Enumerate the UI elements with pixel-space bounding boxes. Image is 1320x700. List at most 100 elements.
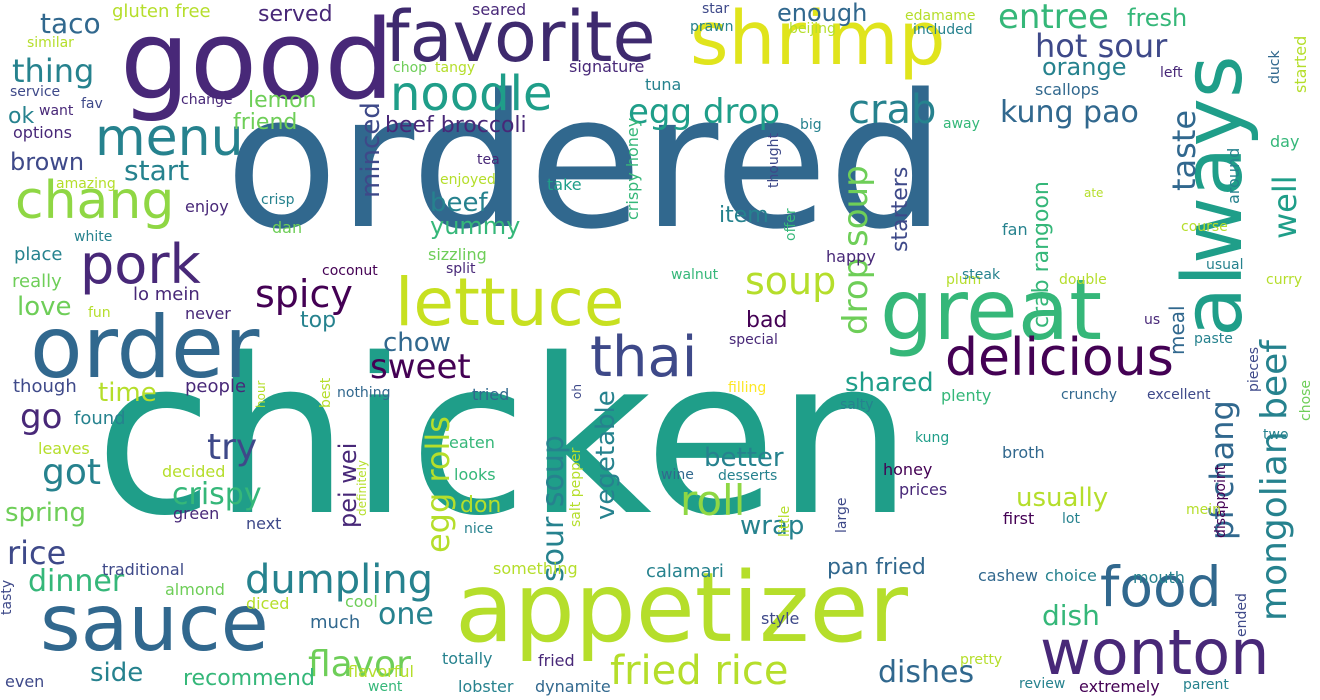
word-taste: taste [1165,109,1203,191]
word-lemon: lemon [248,88,317,113]
word-change: change [181,92,233,108]
word-lobster: lobster [458,677,514,696]
word-crunchy: crunchy [1061,387,1118,403]
word-nothing: nothing [337,385,391,401]
word-don: don [460,493,502,518]
word-honey: honey [883,460,933,479]
word-shared: shared [845,368,934,398]
word-sizzling: sizzling [428,245,487,264]
word-spicy: spicy [255,272,353,316]
word-much: much [310,612,361,633]
word-walnut: walnut [671,267,719,283]
word-dan: dan [272,218,303,237]
word-egg-drop: egg drop [628,92,781,132]
word-fried: fried [538,651,575,670]
word-cashew: cashew [978,566,1039,585]
word-entree: entree [998,0,1109,37]
word-served: served [258,2,333,27]
word-double: double [1059,272,1107,288]
word-time: time [98,378,157,408]
word-something: something [493,559,578,578]
word-item: item [719,203,769,228]
word-star: star [702,1,730,17]
word-desserts: desserts [718,468,778,484]
word-definitely: definitely [355,459,369,516]
word-though: though [13,376,77,397]
word-salt-pepper: salt pepper [568,447,584,527]
word-sweet: sweet [370,347,471,387]
word-eaten: eaten [449,433,495,452]
word-want: want [39,103,74,119]
word-place: place [14,244,63,265]
word-order: order [30,298,260,398]
word-crispy-honey: crispy honey [623,117,642,220]
word-little: little [777,505,793,537]
word-crab-rangoon: crab rangoon [1029,181,1054,328]
word-best: best [318,377,334,408]
word-fried-rice: fried rice [610,648,789,694]
word-favorite: favorite [385,0,656,78]
word-tangy: tangy [435,60,476,76]
word-next: next [246,514,282,533]
word-filling: filling [728,380,767,396]
word-crab: crab [848,87,937,133]
word-chose: chose [1298,379,1314,421]
word-included: included [913,22,973,38]
word-green: green [173,504,220,523]
word-shrimp: shrimp [690,0,946,82]
word-beef-broccoli: beef broccoli [385,113,527,138]
word-scallops: scallops [1035,80,1100,99]
word-dishes: dishes [878,655,975,690]
word-starters: starters [888,166,913,252]
word-offer: offer [783,208,799,241]
word-go: go [20,397,63,437]
word-mein: mein [1186,502,1222,518]
word-fav: fav [81,96,103,112]
word-first: first [1003,509,1035,528]
word-pork: pork [80,233,201,296]
word-chang: chang [15,171,175,231]
word-duck: duck [1267,50,1283,84]
word-roll: roll [680,476,746,525]
word-friend: friend [233,110,298,135]
word-thai: thai [590,325,698,390]
word-totally: totally [442,649,493,668]
word-fun: fun [88,305,111,321]
word-happy: happy [826,247,876,266]
word-found: found [74,408,126,429]
word-big: big [800,117,822,133]
word-edamame: edamame [905,8,976,24]
word-away: away [943,116,980,132]
word-soup: soup [745,259,837,303]
word-extremely: extremely [1079,677,1160,696]
word-usual: usual [1206,257,1244,273]
word-choice: choice [1045,566,1097,585]
word-gluten-free: gluten free [112,1,211,22]
word-noodle: noodle [390,66,553,122]
word-ok: ok [8,104,35,129]
word-chicken: chicken [95,312,913,563]
word-prawn: prawn [690,19,734,35]
word-dish: dish [1042,599,1100,632]
word-minced: minced [356,102,386,198]
word-usually: usually [1016,483,1109,513]
word-two: two [1263,427,1289,443]
word-kung: kung [915,430,950,446]
word-try: try [207,427,258,468]
word-enough: enough [777,0,868,27]
word-vegetable: vegetable [591,390,621,520]
word-left: left [1160,65,1183,81]
word-hot-sour: hot sour [1035,27,1168,65]
word-menu: menu [95,108,244,168]
word-plenty: plenty [941,386,992,405]
word-cool: cool [345,592,378,611]
word-seared: seared [472,0,527,19]
word-tuna: tuna [645,75,682,94]
word-day: day [1270,132,1300,151]
word-love: love [17,292,72,322]
word-beef: beef [430,188,488,218]
word-good: good [120,0,395,124]
word-us: us [1144,312,1161,328]
word-calamari: calamari [646,561,724,582]
